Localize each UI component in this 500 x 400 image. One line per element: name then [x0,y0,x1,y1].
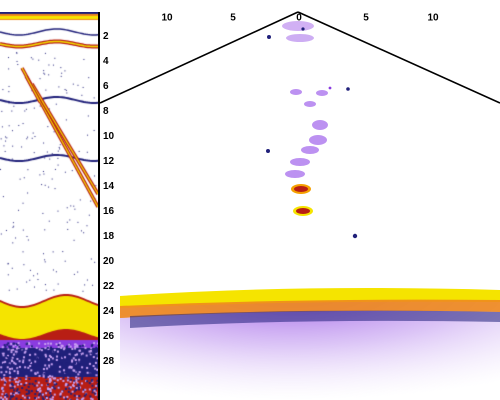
strong-target-echoes [291,184,313,216]
depth-tick-label: 8 [103,106,109,117]
range-tick-label: 10 [161,12,173,24]
depth-tick-label: 2 [103,31,109,42]
seafloor-return [120,288,500,400]
scattered-targets [266,86,358,239]
depth-tick-label: 14 [103,181,115,192]
depth-tick-label: 10 [103,131,115,142]
range-tick-label: 5 [363,12,369,24]
echogram-history-panel [0,12,98,400]
depth-tick-label: 20 [103,256,115,267]
scan-sector-right-edge [297,11,500,104]
range-tick-label: 5 [230,12,236,24]
depth-axis: 2 4 6 8 10 12 14 16 18 20 22 24 26 28 [98,0,122,400]
depth-tick-label: 22 [103,281,115,292]
fish-school-trail [285,89,328,178]
depth-tick-label: 12 [103,156,115,167]
depth-axis-line [98,12,100,400]
depth-tick-label: 26 [103,331,115,342]
scan-sector-left-edge [99,11,299,104]
depth-tick-label: 24 [103,306,115,317]
depth-tick-label: 18 [103,231,115,242]
transducer-echo-cluster [267,21,314,42]
depth-tick-label: 6 [103,81,109,92]
depth-tick-label: 4 [103,56,109,67]
range-tick-label: 0 [296,12,302,24]
range-tick-label: 10 [427,12,439,24]
depth-tick-label: 28 [103,356,115,367]
depth-tick-label: 16 [103,206,115,217]
